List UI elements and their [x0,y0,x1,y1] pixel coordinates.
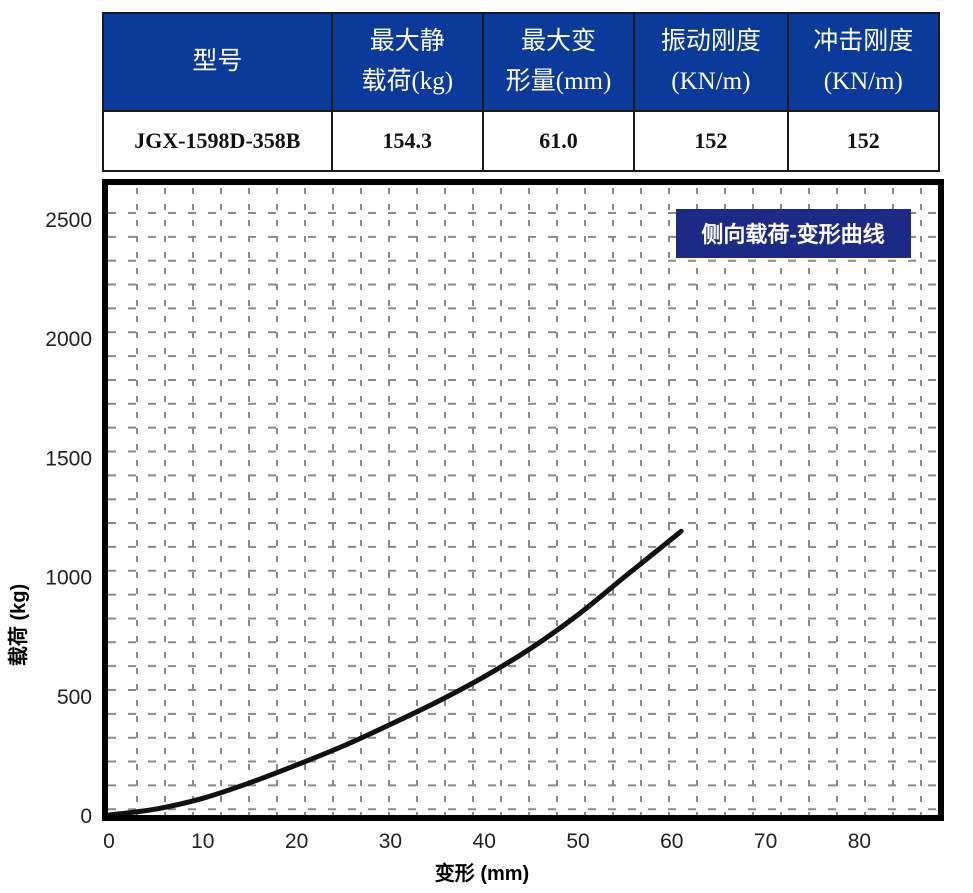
y-tick-label: 500 [57,686,92,709]
spec-data-row: JGX-1598D-358B 154.3 61.0 152 152 [102,110,941,172]
chart-grid [108,188,938,815]
cell-max-deformation: 61.0 [481,110,636,172]
header-vibration-stiffness: 振动刚度 (KN/m) [633,12,789,112]
y-tick-label: 1000 [45,567,92,590]
cell-max-static-load: 154.3 [330,110,484,172]
chart-title-box [676,209,911,258]
x-tick-label: 80 [848,830,871,853]
header-vibration-stiffness-line2: (KN/m) [671,68,751,95]
cell-model: JGX-1598D-358B [102,110,333,172]
y-tick-label: 0 [80,805,92,828]
x-tick-label: 50 [566,830,589,853]
x-tick-label: 10 [191,830,214,853]
x-tick-label: 70 [754,830,777,853]
x-tick-label: 0 [103,830,115,853]
header-model-label: 型号 [192,48,243,75]
chart-container: 0 500 1000 1500 2000 2500 0 10 20 30 40 50 60 70 80 侧… [0,175,973,888]
x-tick-label: 30 [379,830,402,853]
header-impact-stiffness-line2: (KN/m) [823,68,903,95]
header-max-static-load: 最大静 载荷(kg) [330,12,484,112]
header-max-static-load-line1: 最大静 [369,28,445,55]
y-tick-label: 1500 [45,447,92,470]
cell-vibration-stiffness: 152 [633,110,789,172]
header-impact-stiffness-line1: 冲击刚度 [813,28,914,55]
load-deformation-chart: 0 500 1000 1500 2000 2500 0 10 20 30 40 50 60 70 80 侧… [6,179,944,885]
load-deformation-curve [106,528,684,818]
header-max-static-load-line2: 载荷(kg) [361,68,454,95]
plot-frame [102,179,944,821]
cell-impact-stiffness: 152 [786,110,941,172]
spec-table: 型号 最大静 载荷(kg) 最大变 形量(mm) 振动刚度 (KN/m) 冲击刚… [102,12,941,172]
x-tick-label: 60 [660,830,683,853]
y-axis-ticks: 0 500 1000 1500 2000 2500 [45,209,92,828]
header-vibration-stiffness-line1: 振动刚度 [660,28,761,55]
header-max-deformation: 最大变 形量(mm) [481,12,636,112]
x-tick-label: 20 [285,830,308,853]
header-max-deformation-line2: 形量(mm) [505,68,612,95]
x-tick-label: 40 [473,830,496,853]
y-axis-label: 载荷 (kg) [6,584,30,666]
y-tick-label: 2000 [45,328,92,351]
x-axis-ticks: 0 10 20 30 40 50 60 70 80 [103,830,871,853]
spec-header-row: 型号 最大静 载荷(kg) 最大变 形量(mm) 振动刚度 (KN/m) 冲击刚… [102,12,941,112]
header-impact-stiffness: 冲击刚度 (KN/m) [786,12,941,112]
chart-title: 侧向载荷-变形曲线 [701,222,884,247]
header-max-deformation-line1: 最大变 [521,28,597,55]
y-tick-label: 2500 [45,209,92,232]
x-axis-label: 变形 (mm) [435,861,529,885]
header-model: 型号 [102,12,333,112]
